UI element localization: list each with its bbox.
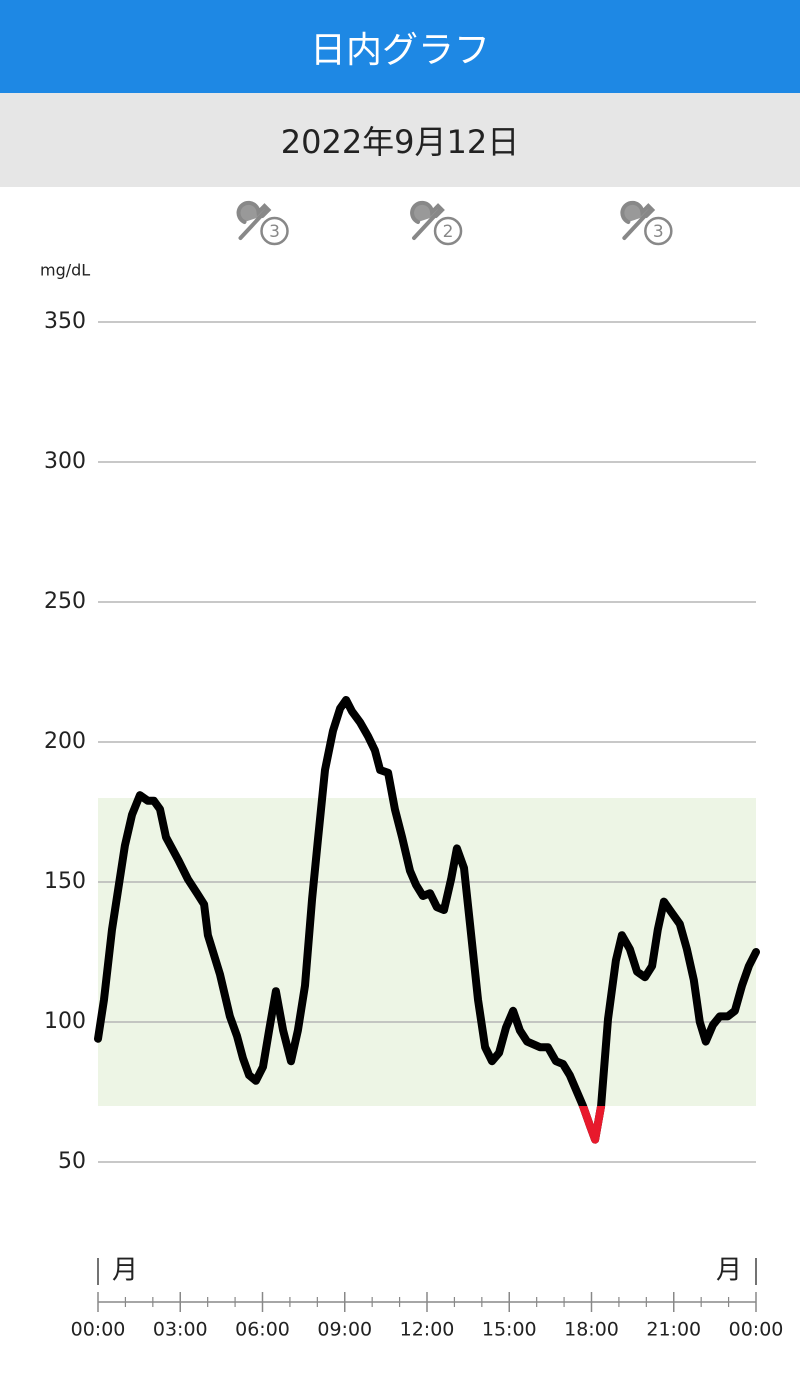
marker-label: 月 — [716, 1256, 742, 1286]
y-tick-label: 350 — [44, 309, 86, 334]
y-tick-label: 50 — [58, 1149, 86, 1174]
glucose-line — [94, 696, 760, 1144]
date-bar: 2022年9月12日 — [0, 93, 800, 187]
event-glyph — [236, 200, 272, 240]
date-label: 2022年9月12日 — [280, 123, 520, 161]
event-icon: 2 — [410, 200, 463, 246]
x-tick-label: 03:00 — [153, 1319, 208, 1341]
x-tick-label: 00:00 — [729, 1319, 784, 1341]
event-icon: 3 — [236, 200, 289, 246]
y-tick-label: 100 — [44, 1009, 86, 1034]
target-range — [98, 798, 756, 1106]
event-label: 3 — [269, 222, 280, 242]
y-tick-label: 200 — [44, 729, 86, 754]
event-glyph — [620, 200, 656, 240]
event-icon: 3 — [620, 200, 673, 246]
event-glyph — [410, 200, 445, 240]
y-tick-label: 150 — [44, 869, 86, 894]
x-tick-label: 15:00 — [482, 1319, 537, 1341]
x-tick-label: 09:00 — [317, 1319, 372, 1341]
event-badge — [433, 216, 463, 246]
y-tick-label: 250 — [44, 589, 86, 614]
header-title: 日内グラフ — [309, 29, 490, 71]
y-axis-label: mg/dL — [40, 261, 90, 280]
marker-label: 月 — [112, 1256, 138, 1286]
event-badge — [260, 216, 289, 246]
event-label: 3 — [653, 222, 664, 242]
y-tick-label: 300 — [44, 449, 86, 474]
x-tick-label: 06:00 — [235, 1319, 290, 1341]
app-header: 日内グラフ — [0, 0, 800, 93]
event-label: 2 — [443, 222, 454, 242]
x-tick-label: 21:00 — [646, 1319, 701, 1341]
event-badge — [644, 216, 673, 246]
x-tick-label: 00:00 — [71, 1319, 126, 1341]
x-tick-label: 18:00 — [564, 1319, 619, 1341]
x-tick-label: 12:00 — [400, 1319, 455, 1341]
